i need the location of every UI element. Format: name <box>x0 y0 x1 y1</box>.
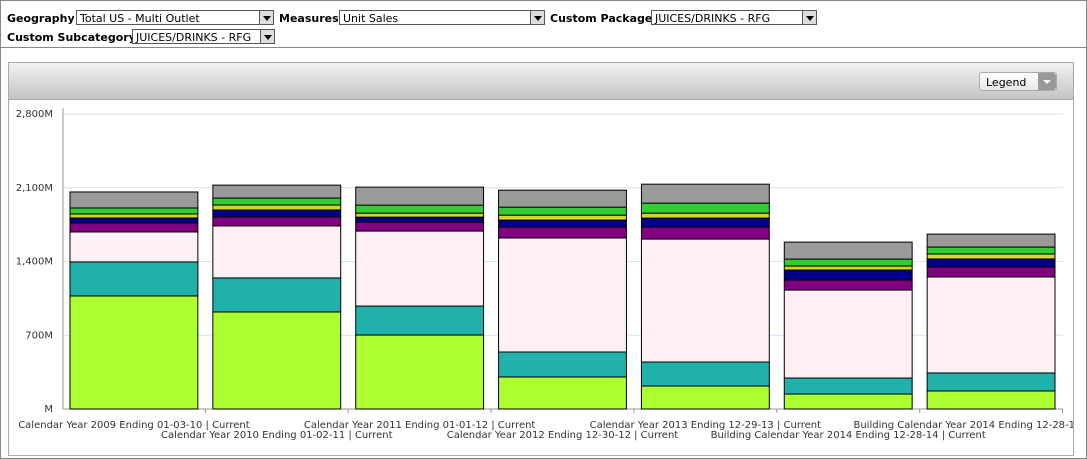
bar-segment <box>926 246 1056 255</box>
bar-segment <box>212 216 342 227</box>
filter-select[interactable]: Unit Sales <box>339 10 545 25</box>
bar-segment <box>69 295 199 410</box>
bar-segment <box>355 204 485 214</box>
bar-segment <box>640 183 770 204</box>
bar-segment <box>926 253 1056 260</box>
filter-label: Measures <box>279 12 339 25</box>
bar-segment <box>498 237 627 353</box>
x-tick-label: Calendar Year 2010 Ending 01-02-11 | Cur… <box>161 430 393 441</box>
bar-segment <box>783 393 913 410</box>
dropdown-arrow[interactable] <box>259 11 273 24</box>
bar-segment <box>498 214 627 221</box>
bar-segment <box>783 258 913 267</box>
bar-segment <box>926 258 1056 268</box>
bar-segment <box>640 212 770 219</box>
dropdown-arrow[interactable] <box>1038 73 1056 90</box>
bar-segment <box>640 202 770 214</box>
bar-segment <box>640 385 770 410</box>
legend-button[interactable]: Legend <box>979 72 1057 91</box>
filter-select[interactable]: JUICES/DRINKS - RFG <box>132 29 275 44</box>
filter-select[interactable]: Total US - Multi Outlet <box>76 10 274 25</box>
bar-segment <box>212 225 342 279</box>
dropdown-arrow[interactable] <box>260 30 274 43</box>
bar-segment <box>640 217 770 228</box>
separator <box>1 47 1086 48</box>
bar-segment <box>640 226 770 240</box>
x-tick-label: Calendar Year 2013 Ending 12-29-13 | Cur… <box>590 420 822 431</box>
bar-segment <box>355 216 485 223</box>
bar-segment <box>69 191 199 209</box>
bar-segment <box>640 361 770 387</box>
bar-segment <box>498 351 627 378</box>
bar-segment <box>926 390 1056 410</box>
x-tick-label: Building Calendar Year 2014 Ending 12-28… <box>711 430 986 441</box>
bar-segment <box>498 376 627 410</box>
y-tick-label: M <box>44 404 53 415</box>
bar-segment <box>498 189 627 208</box>
chart-panel: Legend M 700M 1,400M 2,100M 2,800M Calendar Y… <box>8 62 1074 456</box>
bar-segment <box>69 231 199 263</box>
bar-segment <box>640 238 770 363</box>
bar-segment <box>498 226 627 239</box>
y-tick-label: 1,400M <box>16 257 53 268</box>
bar-segment <box>69 261 199 297</box>
x-tick-label: Calendar Year 2009 Ending 01-03-10 | Cur… <box>18 420 250 431</box>
y-tick-label: 2,100M <box>16 183 53 194</box>
bar-segment <box>783 265 913 271</box>
y-tick-label: 2,800M <box>16 109 53 120</box>
filter-value: Total US - Multi Outlet <box>80 12 200 25</box>
bar-segment <box>355 305 485 336</box>
filter-value: Unit Sales <box>343 12 399 25</box>
bar-segment <box>783 269 913 281</box>
bar-segment <box>355 334 485 410</box>
filter-label: Custom Package <box>550 12 653 25</box>
bar-segment <box>212 197 342 206</box>
bar-segment <box>69 213 199 219</box>
bar-segment <box>69 222 199 233</box>
filter-value: JUICES/DRINKS - RFG <box>136 31 252 44</box>
filter-value: JUICES/DRINKS - RFG <box>655 12 771 25</box>
filter-label: Custom Subcategory <box>7 31 136 44</box>
dropdown-arrow[interactable] <box>530 11 544 24</box>
bar-segment <box>212 209 342 218</box>
bar-segment <box>926 266 1056 278</box>
bar-segment <box>355 212 485 218</box>
panel-header: Legend <box>9 63 1073 100</box>
bar-segment <box>212 184 342 199</box>
bar-segment <box>783 241 913 260</box>
x-tick-label: Calendar Year 2012 Ending 12-30-12 | Cur… <box>447 430 679 441</box>
x-tick-label: Calendar Year 2011 Ending 01-01-12 | Cur… <box>304 420 536 431</box>
bar-segment <box>69 207 199 215</box>
x-tick-label: Building Calendar Year 2014 Ending 12-28… <box>853 420 1073 431</box>
filter-label: Geography <box>7 12 75 25</box>
bar-segment <box>212 204 342 211</box>
bar-segment <box>783 377 913 395</box>
y-tick-label: 700M <box>25 330 53 341</box>
bar-segment <box>498 206 627 216</box>
bar-segment <box>69 217 199 224</box>
dropdown-arrow[interactable] <box>802 11 816 24</box>
bar-segment <box>783 279 913 291</box>
chart: M 700M 1,400M 2,100M 2,800M Calendar Year 200… <box>16 108 1073 441</box>
bar-segment <box>355 230 485 307</box>
bar-segment <box>498 219 627 228</box>
bar-segment <box>355 221 485 232</box>
legend-button-label: Legend <box>986 76 1027 89</box>
bar-segment <box>355 186 485 206</box>
bar-segment <box>926 372 1056 392</box>
bar-segment <box>926 276 1056 374</box>
bar-segment <box>212 277 342 313</box>
bar-segment <box>212 311 342 410</box>
bar-segment <box>783 289 913 379</box>
filter-select[interactable]: JUICES/DRINKS - RFG <box>651 10 817 25</box>
bar-segment <box>926 233 1056 248</box>
